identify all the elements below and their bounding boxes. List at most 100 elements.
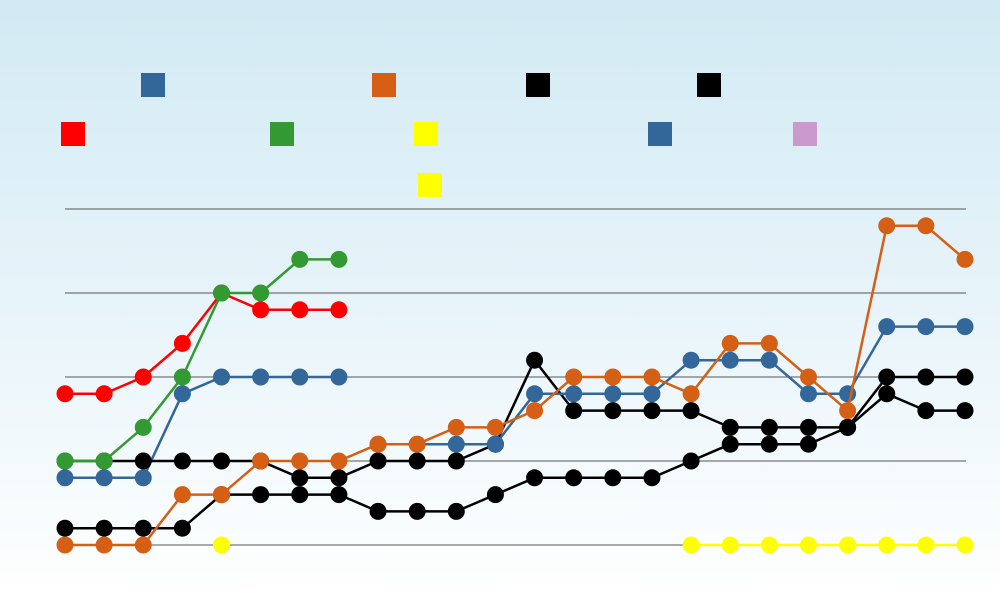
data-point	[878, 368, 896, 386]
data-point	[956, 368, 974, 386]
data-point	[721, 536, 739, 554]
legend-swatch	[414, 122, 438, 146]
legend	[61, 73, 817, 197]
data-point	[291, 452, 309, 470]
legend-swatch	[697, 73, 721, 97]
data-point	[682, 452, 700, 470]
data-point	[878, 536, 896, 554]
data-point	[604, 368, 622, 386]
data-point	[760, 351, 778, 369]
data-point	[565, 368, 583, 386]
data-point	[917, 536, 935, 554]
data-point	[604, 469, 622, 487]
data-point	[486, 418, 504, 436]
data-point	[408, 502, 426, 520]
data-point	[917, 318, 935, 336]
legend-swatch	[418, 173, 442, 197]
data-point	[134, 452, 152, 470]
data-point	[173, 334, 191, 352]
data-point	[95, 536, 113, 554]
data-point	[565, 402, 583, 420]
data-point	[173, 385, 191, 403]
data-point	[330, 452, 348, 470]
data-point	[839, 402, 857, 420]
legend-swatch	[648, 122, 672, 146]
data-point	[330, 250, 348, 268]
data-point	[565, 385, 583, 403]
data-point	[134, 418, 152, 436]
data-point	[291, 469, 309, 487]
data-point	[291, 368, 309, 386]
data-point	[956, 536, 974, 554]
data-point	[956, 318, 974, 336]
data-point	[956, 250, 974, 268]
series	[56, 368, 348, 487]
data-point	[330, 486, 348, 504]
data-point	[526, 402, 544, 420]
data-point	[878, 318, 896, 336]
legend-swatch	[270, 122, 294, 146]
data-point	[369, 502, 387, 520]
data-point	[447, 452, 465, 470]
data-point	[604, 385, 622, 403]
data-point	[56, 519, 74, 537]
data-point	[878, 385, 896, 403]
data-point	[213, 284, 231, 302]
data-point	[526, 469, 544, 487]
data-point	[213, 368, 231, 386]
data-point	[799, 435, 817, 453]
data-point	[682, 402, 700, 420]
data-point	[760, 418, 778, 436]
data-point	[173, 519, 191, 537]
data-point	[682, 385, 700, 403]
data-point	[173, 452, 191, 470]
legend-swatch	[372, 73, 396, 97]
data-point	[878, 217, 896, 235]
series	[56, 250, 348, 470]
data-point	[408, 452, 426, 470]
data-point	[56, 469, 74, 487]
data-point	[682, 351, 700, 369]
legend-swatch	[793, 122, 817, 146]
data-point	[917, 402, 935, 420]
data-point	[799, 418, 817, 436]
data-point	[839, 418, 857, 436]
series	[56, 217, 974, 554]
data-point	[252, 368, 270, 386]
data-point	[956, 402, 974, 420]
data-point	[134, 519, 152, 537]
data-point	[643, 402, 661, 420]
data-point	[447, 435, 465, 453]
data-point	[95, 385, 113, 403]
data-point	[526, 351, 544, 369]
data-point	[917, 217, 935, 235]
data-point	[291, 486, 309, 504]
data-point	[486, 486, 504, 504]
data-point	[799, 536, 817, 554]
data-point	[760, 435, 778, 453]
legend-swatch	[141, 73, 165, 97]
data-point	[134, 368, 152, 386]
data-point	[760, 334, 778, 352]
data-point	[643, 368, 661, 386]
data-point	[56, 452, 74, 470]
data-point	[760, 536, 778, 554]
data-point	[213, 486, 231, 504]
data-point	[721, 435, 739, 453]
data-point	[565, 469, 583, 487]
data-point	[291, 250, 309, 268]
data-point	[173, 486, 191, 504]
data-point	[799, 368, 817, 386]
data-point	[799, 385, 817, 403]
data-point	[291, 301, 309, 319]
data-point	[252, 284, 270, 302]
data-point	[56, 536, 74, 554]
data-point	[95, 519, 113, 537]
data-point	[526, 385, 544, 403]
data-point	[917, 368, 935, 386]
series-line	[65, 258, 339, 463]
data-point	[330, 301, 348, 319]
data-point	[95, 469, 113, 487]
